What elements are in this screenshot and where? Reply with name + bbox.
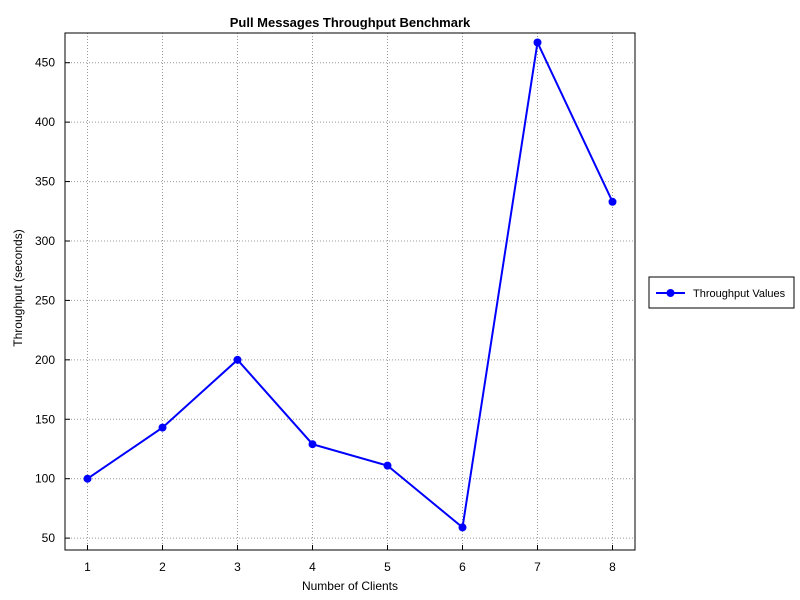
plot-frame bbox=[64, 32, 636, 551]
data-point bbox=[383, 461, 392, 470]
x-tick-label: 4 bbox=[309, 560, 316, 574]
x-tick-label: 1 bbox=[84, 560, 91, 574]
x-axis-label: Number of Clients bbox=[302, 579, 398, 593]
legend-marker bbox=[666, 289, 675, 297]
y-tick-label: 300 bbox=[35, 234, 55, 248]
legend: Throughput Values bbox=[648, 276, 795, 309]
chart-title: Pull Messages Throughput Benchmark bbox=[230, 15, 471, 30]
x-tick-label: 8 bbox=[609, 560, 616, 574]
y-tick-label: 350 bbox=[35, 175, 55, 189]
x-tick-label: 3 bbox=[234, 560, 241, 574]
series-layer bbox=[83, 38, 617, 532]
series-line bbox=[86, 39, 614, 530]
x-tick-label: 7 bbox=[534, 560, 541, 574]
data-point bbox=[458, 523, 467, 532]
y-tick-label: 200 bbox=[35, 353, 55, 367]
legend-label: Throughput Values bbox=[693, 288, 786, 300]
data-point bbox=[83, 474, 92, 483]
data-point bbox=[233, 355, 242, 364]
data-point bbox=[533, 38, 542, 47]
y-tick-label: 400 bbox=[35, 115, 55, 129]
x-tick-label: 2 bbox=[159, 560, 166, 574]
tick-layer: 1 2 3 4 5 6 7 8 50 100 150 200 250 300 350 400 450 bbox=[35, 56, 616, 574]
data-point bbox=[158, 423, 167, 432]
x-tick-label: 5 bbox=[384, 560, 391, 574]
y-tick-label: 250 bbox=[35, 293, 55, 307]
y-tick-label: 100 bbox=[35, 472, 55, 486]
data-point bbox=[608, 197, 617, 206]
data-point bbox=[308, 440, 317, 449]
y-axis-label: Throughput (seconds) bbox=[11, 229, 25, 346]
y-tick-label: 50 bbox=[42, 531, 56, 545]
grid-layer bbox=[65, 33, 635, 550]
y-tick-label: 450 bbox=[35, 56, 55, 70]
y-tick-label: 150 bbox=[35, 412, 55, 426]
x-tick-label: 6 bbox=[459, 560, 466, 574]
